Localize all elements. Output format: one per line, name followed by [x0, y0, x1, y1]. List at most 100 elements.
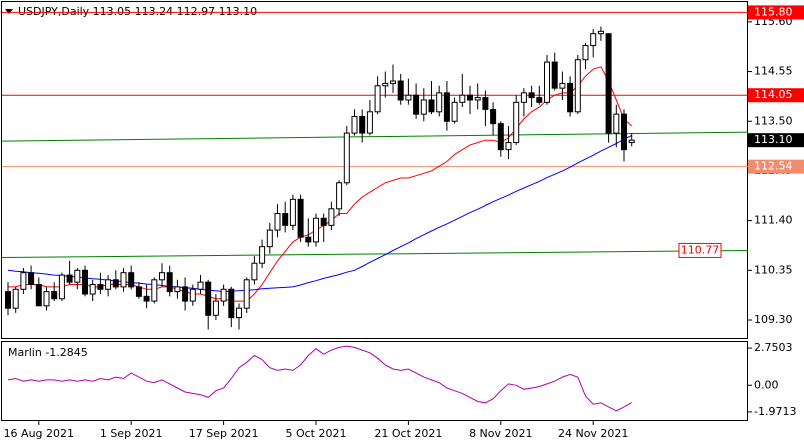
chart-title: USDJPY,Daily 113.05 113.24 112.97 113.10: [18, 5, 257, 18]
candle-body: [182, 286, 189, 302]
candle-body: [266, 229, 273, 248]
candle-body: [374, 85, 381, 113]
candle-body: [490, 108, 497, 125]
candle-body: [305, 236, 312, 243]
candle-body: [382, 82, 389, 87]
y-tick-label: 113.50: [754, 114, 793, 127]
candle-body: [35, 284, 42, 307]
candle-body: [628, 139, 635, 144]
candle-body: [112, 279, 119, 288]
moving-average: [7, 135, 632, 293]
candle-body: [605, 33, 612, 134]
price-tag: [748, 5, 804, 20]
candle-body: [390, 80, 396, 84]
candle-body: [228, 288, 235, 319]
candle-body: [205, 281, 212, 316]
candle-body: [467, 94, 473, 101]
candle-body: [413, 94, 420, 115]
y-tick-label: 111.40: [754, 214, 793, 227]
candle-body: [135, 286, 142, 297]
candle-body: [82, 269, 88, 295]
candle-body: [274, 213, 281, 231]
candle-body: [613, 113, 620, 134]
trend-line: [1, 249, 749, 259]
indicator-line: [7, 345, 632, 412]
trend-tag-label: 110.77: [681, 243, 720, 256]
indicator-title: Marlin -1.2845: [8, 346, 88, 359]
candle-body: [289, 198, 296, 226]
x-tick-label: 8 Nov 2021: [469, 427, 532, 440]
candle-body: [220, 288, 227, 302]
y-tick-label: 110.35: [754, 263, 793, 276]
y-tick-label: -1.9713: [754, 405, 796, 418]
price-tag-label: 115.80: [754, 5, 793, 18]
candle-body: [597, 30, 604, 35]
indicator-frame: [1, 341, 748, 421]
candle-body: [128, 272, 135, 288]
candle-body: [343, 132, 350, 184]
candle-body: [166, 272, 173, 293]
candle-body: [513, 101, 520, 144]
candle-body: [451, 101, 458, 122]
price-tag-label: 114.05: [754, 88, 793, 101]
candle-body: [436, 92, 443, 113]
x-tick-label: 5 Oct 2021: [285, 427, 346, 440]
candle-body: [359, 116, 366, 134]
candle-body: [243, 279, 250, 309]
candle-body: [66, 274, 73, 283]
candle-body: [420, 99, 427, 115]
x-tick-label: 16 Aug 2021: [4, 427, 74, 440]
last-price-label: 113.10: [754, 133, 793, 146]
y-tick-label: 114.55: [754, 65, 793, 78]
candle-body: [20, 272, 27, 290]
y-tick-label: 109.30: [754, 313, 793, 326]
candle-body: [590, 33, 597, 47]
candle-body: [544, 61, 550, 103]
candle-body: [151, 279, 158, 302]
price-tag: [748, 159, 804, 174]
candle-body: [443, 92, 450, 122]
candle-body: [251, 262, 258, 281]
candle-body: [58, 274, 65, 300]
candle-body: [621, 113, 627, 151]
price-tag-label: 112.54: [754, 160, 793, 173]
candle-body: [567, 82, 574, 113]
price-tag: [748, 88, 804, 103]
x-tick-label: 21 Oct 2021: [374, 427, 442, 440]
candle-body: [474, 97, 481, 101]
x-tick-label: 1 Sep 2021: [100, 427, 163, 440]
main-frame: [1, 1, 748, 339]
candle-body: [189, 288, 196, 302]
candle-body: [428, 99, 435, 113]
moving-average: [8, 66, 633, 302]
candle-body: [120, 272, 127, 288]
candle-body: [28, 272, 35, 286]
candle-body: [397, 80, 404, 101]
x-tick-label: 17 Sep 2021: [189, 427, 259, 440]
candle-body: [313, 217, 319, 243]
candle-body: [105, 279, 112, 290]
candle-body: [259, 246, 266, 264]
candle-body: [297, 198, 304, 238]
candle-body: [574, 59, 581, 113]
candle-body: [43, 291, 50, 307]
candle-body: [482, 97, 489, 110]
y-tick-label: 2.7503: [754, 341, 793, 354]
candle-body: [89, 284, 96, 295]
candle-body: [551, 61, 558, 89]
candle-body: [520, 92, 527, 103]
candle-body: [328, 208, 335, 226]
candle-body: [320, 217, 327, 226]
candle-body: [197, 281, 204, 290]
menu-arrow: [5, 9, 13, 14]
y-tick-label: 0.00: [754, 378, 779, 391]
candle-body: [336, 182, 343, 210]
candle-body: [174, 286, 181, 293]
candle-body: [536, 97, 543, 103]
candle-body: [74, 269, 81, 283]
last-price-tag: [748, 133, 804, 148]
candle-body: [559, 82, 566, 89]
trend-tag: [678, 242, 722, 258]
candle-body: [505, 142, 512, 151]
